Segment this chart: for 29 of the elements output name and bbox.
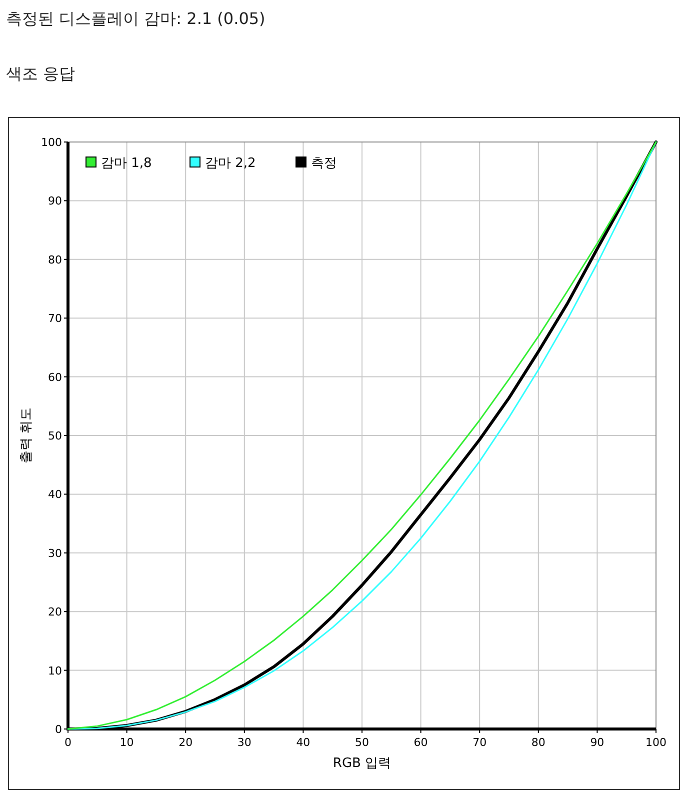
y-tick-label: 20: [48, 606, 62, 619]
x-tick-label: 90: [590, 736, 604, 749]
y-tick-label: 30: [48, 546, 62, 560]
chart-subtitle: 색조 응답: [6, 64, 76, 83]
y-tick-label: 70: [48, 312, 62, 326]
x-tick-label: 70: [472, 736, 487, 749]
y-tick-label: 10: [48, 664, 62, 678]
legend-label: 감마 1,8: [101, 156, 152, 171]
y-tick-label: 0: [55, 723, 62, 736]
y-tick-label: 50: [48, 430, 62, 442]
x-tick-label: 0: [64, 736, 72, 749]
x-tick-label: 50: [355, 736, 369, 749]
y-tick-label: 40: [48, 488, 62, 502]
x-tick-label: 10: [120, 736, 134, 749]
x-axis-title: RGB 입력: [332, 756, 392, 771]
legend-label: 측정: [311, 156, 337, 171]
y-tick-label: 100: [41, 136, 62, 149]
chart-title: 측정된 디스플레이 감마: 2.1 (0.05): [6, 9, 266, 28]
y-axis-title: 출력 휘도: [19, 407, 34, 464]
x-tick-label: 40: [296, 736, 310, 749]
x-tick-label: 80: [531, 736, 546, 749]
x-tick-label: 100: [646, 736, 666, 749]
legend-label: 감마 2,2: [205, 156, 256, 171]
y-tick-label: 80: [48, 253, 62, 266]
y-tick-label: 60: [48, 370, 62, 384]
y-tick-label: 90: [48, 194, 62, 208]
x-tick-label: 20: [178, 736, 193, 749]
x-tick-label: 30: [237, 736, 252, 749]
x-tick-label: 60: [414, 736, 428, 749]
